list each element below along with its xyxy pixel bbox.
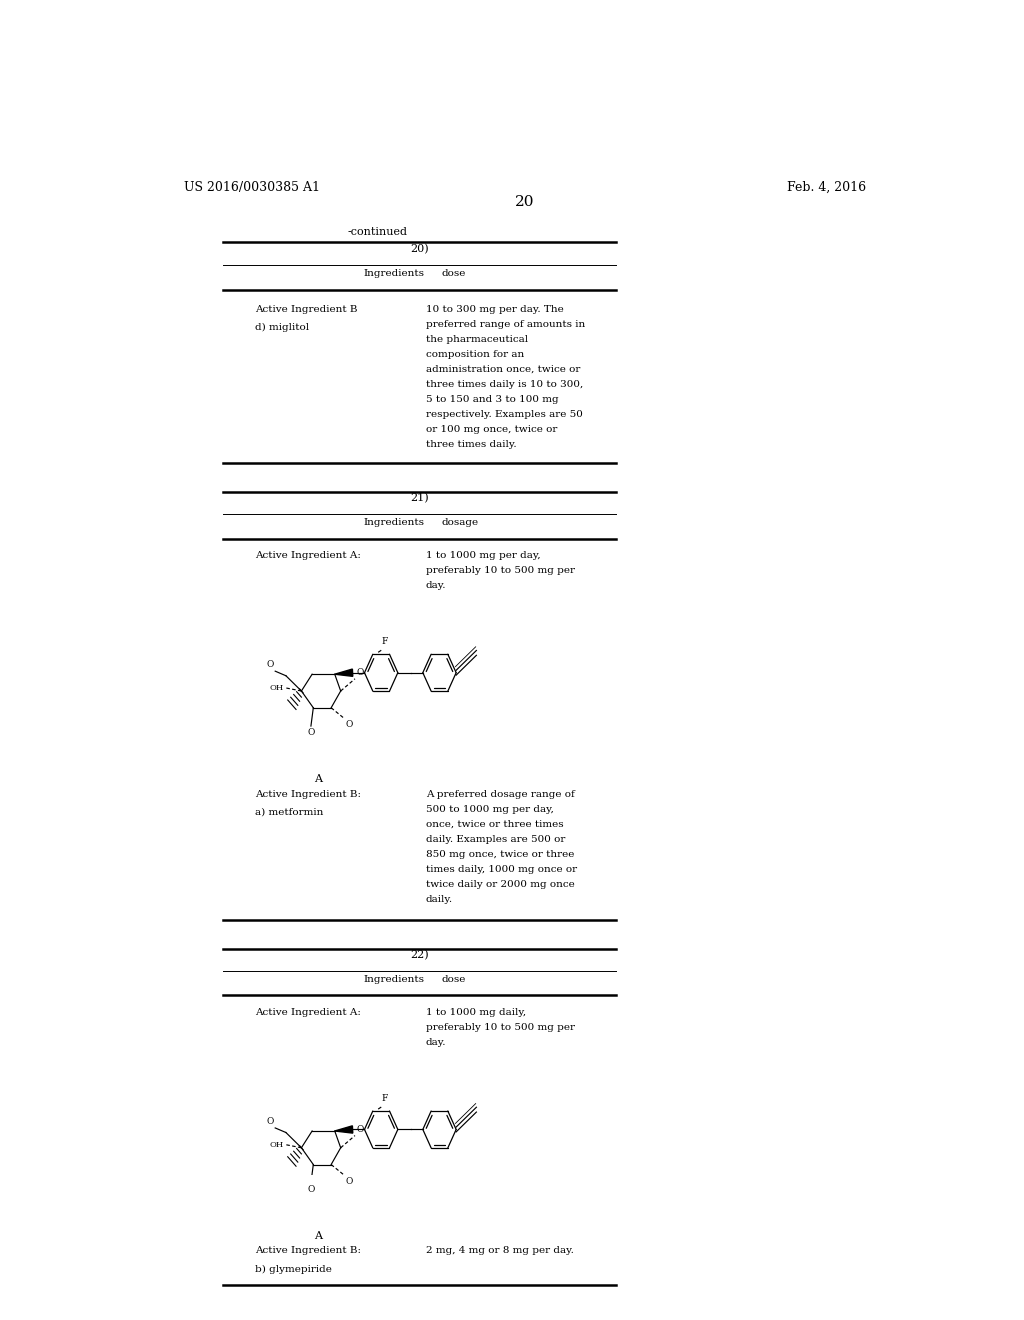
Text: O: O [266, 660, 273, 669]
Text: once, twice or three times: once, twice or three times [426, 820, 563, 829]
Text: or 100 mg once, twice or: or 100 mg once, twice or [426, 425, 557, 434]
Text: the pharmaceutical: the pharmaceutical [426, 335, 527, 343]
Text: F: F [382, 1094, 388, 1102]
Text: O: O [356, 1125, 364, 1134]
Text: A: A [314, 1232, 323, 1241]
Text: O: O [356, 668, 364, 677]
Text: 5 to 150 and 3 to 100 mg: 5 to 150 and 3 to 100 mg [426, 395, 558, 404]
Text: dosage: dosage [441, 519, 478, 527]
Text: 20): 20) [411, 244, 429, 253]
Text: dose: dose [441, 975, 466, 983]
Text: 10 to 300 mg per day. The: 10 to 300 mg per day. The [426, 305, 563, 314]
Text: -continued: -continued [348, 227, 408, 236]
Text: Active Ingredient B:: Active Ingredient B: [255, 1246, 361, 1255]
Text: 1 to 1000 mg per day,: 1 to 1000 mg per day, [426, 550, 541, 560]
Text: 850 mg once, twice or three: 850 mg once, twice or three [426, 850, 574, 859]
Text: times daily, 1000 mg once or: times daily, 1000 mg once or [426, 865, 577, 874]
Text: O: O [266, 1117, 273, 1126]
Text: OH: OH [269, 684, 284, 692]
Text: three times daily.: three times daily. [426, 440, 516, 449]
Text: US 2016/0030385 A1: US 2016/0030385 A1 [183, 181, 319, 194]
Text: three times daily is 10 to 300,: three times daily is 10 to 300, [426, 380, 583, 389]
Text: dose: dose [441, 269, 466, 279]
Text: Ingredients: Ingredients [364, 269, 424, 279]
Text: preferably 10 to 500 mg per: preferably 10 to 500 mg per [426, 1023, 574, 1031]
Text: 21): 21) [411, 492, 429, 503]
Text: O: O [307, 1185, 314, 1193]
Text: 22): 22) [411, 949, 429, 960]
Text: OH: OH [269, 1140, 284, 1148]
Text: O: O [307, 729, 314, 737]
Text: Ingredients: Ingredients [364, 975, 424, 983]
Text: O: O [346, 1177, 353, 1187]
Text: daily.: daily. [426, 895, 453, 904]
Text: 500 to 1000 mg per day,: 500 to 1000 mg per day, [426, 805, 554, 813]
Text: Ingredients: Ingredients [364, 519, 424, 527]
Text: A: A [314, 775, 323, 784]
Text: daily. Examples are 500 or: daily. Examples are 500 or [426, 834, 565, 843]
Text: O: O [346, 721, 353, 730]
Text: preferred range of amounts in: preferred range of amounts in [426, 319, 585, 329]
Text: 2 mg, 4 mg or 8 mg per day.: 2 mg, 4 mg or 8 mg per day. [426, 1246, 573, 1255]
Text: twice daily or 2000 mg once: twice daily or 2000 mg once [426, 880, 574, 888]
Text: administration once, twice or: administration once, twice or [426, 364, 580, 374]
Text: Feb. 4, 2016: Feb. 4, 2016 [786, 181, 866, 194]
Text: Active Ingredient A:: Active Ingredient A: [255, 550, 360, 560]
Text: d) miglitol: d) miglitol [255, 323, 309, 333]
Polygon shape [335, 1126, 353, 1133]
Text: a) metformin: a) metformin [255, 808, 324, 817]
Text: day.: day. [426, 581, 446, 590]
Text: 1 to 1000 mg daily,: 1 to 1000 mg daily, [426, 1007, 525, 1016]
Text: Active Ingredient B: Active Ingredient B [255, 305, 357, 314]
Text: preferably 10 to 500 mg per: preferably 10 to 500 mg per [426, 566, 574, 574]
Text: b) glymepiride: b) glymepiride [255, 1265, 332, 1274]
Text: Active Ingredient B:: Active Ingredient B: [255, 789, 361, 799]
Text: respectively. Examples are 50: respectively. Examples are 50 [426, 411, 583, 418]
Text: 20: 20 [515, 195, 535, 209]
Text: Active Ingredient A:: Active Ingredient A: [255, 1007, 360, 1016]
Text: F: F [382, 638, 388, 645]
Text: A preferred dosage range of: A preferred dosage range of [426, 789, 574, 799]
Text: day.: day. [426, 1038, 446, 1047]
Text: composition for an: composition for an [426, 350, 524, 359]
Polygon shape [335, 669, 353, 676]
